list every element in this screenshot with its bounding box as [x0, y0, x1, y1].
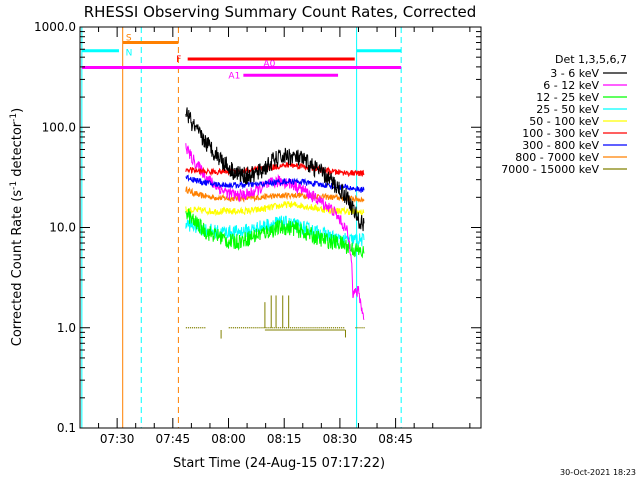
- legend-label: 12 - 25 keV: [536, 91, 599, 104]
- series-12-25-kev: [185, 208, 365, 259]
- x-axis-label: Start Time (24-Aug-15 07:17:22): [173, 456, 385, 471]
- legend-label: 25 - 50 keV: [536, 103, 599, 116]
- y-axis-label-main: Corrected Count Rate (s: [10, 190, 25, 347]
- series-25-50-kev: [185, 215, 365, 247]
- y-axis-label-end: ): [10, 108, 25, 113]
- y-axis-label: Corrected Count Rate (s-1 detector-1): [9, 108, 25, 346]
- series-7000-15000kev: [185, 295, 365, 339]
- saa-label: S: [126, 34, 132, 44]
- y-axis-label-mid: detector: [10, 121, 25, 181]
- legend-label: 800 - 7000 keV: [515, 151, 599, 164]
- x-tick-label: 08:30: [323, 432, 358, 446]
- legend-label: 300 - 800 keV: [522, 139, 599, 152]
- x-tick-label: 07:45: [156, 432, 191, 446]
- flare-label: F: [176, 55, 181, 65]
- chart-title: RHESSI Observing Summary Count Rates, Co…: [84, 3, 477, 21]
- x-tick-label: 08:15: [267, 432, 302, 446]
- y-tick-label: 0.1: [57, 421, 76, 435]
- legend-label: 7000 - 15000 keV: [501, 163, 599, 176]
- attenuator-a0-label: A0: [263, 59, 275, 69]
- y-axis-label-sup1: -1: [9, 181, 19, 190]
- legend-title: Det 1,3,5,6,7: [555, 53, 627, 66]
- x-tick-label: 08:45: [378, 432, 413, 446]
- y-axis-label-sup2: -1: [9, 113, 19, 122]
- legend-label: 6 - 12 keV: [543, 79, 599, 92]
- attenuator-a1-label: A1: [228, 71, 240, 81]
- series-800-7000-kev: [185, 185, 365, 203]
- x-tick-label: 08:00: [211, 432, 246, 446]
- timestamp: 30-Oct-2021 18:23: [560, 468, 636, 477]
- legend-label: 100 - 300 keV: [522, 127, 599, 140]
- y-tick-label: 1000.0: [34, 20, 76, 34]
- night-label: N: [126, 49, 133, 59]
- y-tick-label: 1.0: [57, 321, 76, 335]
- series-100-300-kev: [185, 162, 365, 178]
- plot-area: SN F A0 A1: [81, 27, 402, 428]
- series-3-6-kev: [185, 107, 365, 232]
- axes: 0.1 1.0 10.0 100.0 1000.0 07:30 07:45 08:00 08:1…: [34, 20, 481, 446]
- y-tick-label: 10.0: [49, 221, 76, 235]
- y-tick-label: 100.0: [42, 120, 76, 134]
- legend-label: 50 - 100 keV: [529, 115, 599, 128]
- legend-label: 3 - 6 keV: [550, 67, 599, 80]
- x-tick-label: 07:30: [100, 432, 135, 446]
